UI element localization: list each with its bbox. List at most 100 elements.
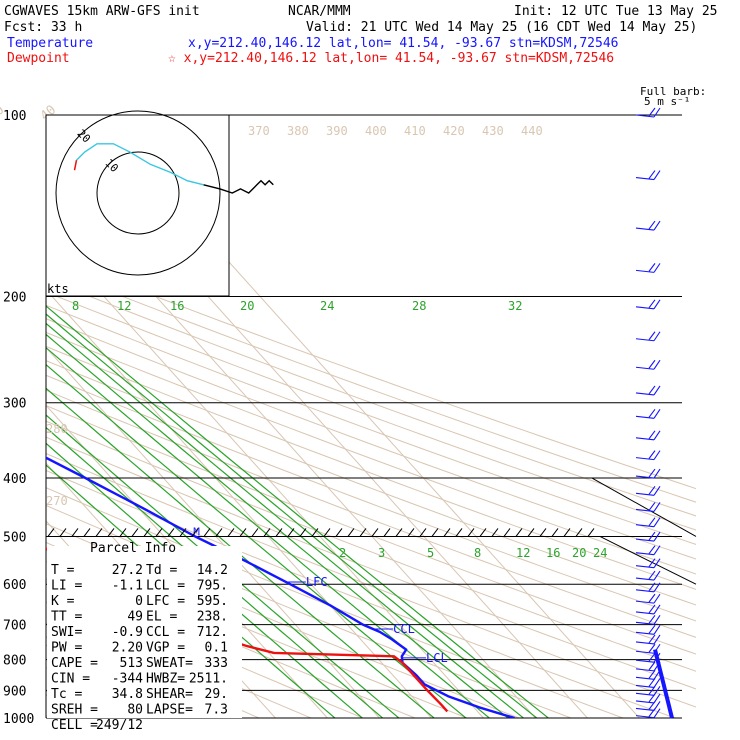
level-hatch xyxy=(527,528,535,537)
sounding-profiles xyxy=(46,456,515,718)
level-hatch xyxy=(443,528,451,537)
pressure-tick-label: 900 xyxy=(3,684,26,699)
legend-temperature-info: x,y=212.40,146.12 lat,lon= 41.54, -93.67… xyxy=(188,36,618,51)
wind-barb-flag xyxy=(648,652,656,662)
parcel-info-value: 712. xyxy=(197,625,228,640)
theta-label: 280 xyxy=(46,422,68,436)
wind-barb-flag xyxy=(648,693,656,703)
dry-adiabat-line xyxy=(46,374,696,622)
level-hatch xyxy=(251,528,259,537)
hodograph-ring xyxy=(55,110,221,276)
wind-barb-flag xyxy=(648,582,656,592)
wind-barb-staff xyxy=(635,707,655,711)
mixing-ratio-label: 8 xyxy=(474,546,481,560)
annotation-label: CCL xyxy=(393,622,415,636)
wind-barb-flag xyxy=(653,570,661,581)
level-hatch xyxy=(371,528,379,537)
wind-barb-flag xyxy=(653,299,661,310)
dry-adiabat-line xyxy=(46,291,696,531)
dry-adiabat-line xyxy=(46,580,364,718)
level-hatch xyxy=(515,528,523,537)
wind-barb-flag xyxy=(648,604,656,614)
level-hatch xyxy=(359,528,367,537)
level-hatch xyxy=(59,528,67,537)
dry-adiabat-line xyxy=(46,561,416,718)
wind-barb-staff xyxy=(635,306,655,310)
wind-barb-staff xyxy=(635,659,655,663)
header-fcst: Fcst: 33 h xyxy=(4,20,82,35)
pressure-tick-label: 600 xyxy=(3,578,26,593)
pressure-tick-label: 500 xyxy=(3,530,26,545)
parcel-info-key: LAPSE= xyxy=(146,703,193,718)
parcel-info-key: LCL = xyxy=(146,579,185,594)
wind-barb-flag xyxy=(653,502,661,512)
mixing-ratio-label: 28 xyxy=(412,299,426,313)
parcel-info-key: CAPE = xyxy=(51,656,98,671)
parcel-info-value: 795. xyxy=(197,579,228,594)
wind-barb-staff xyxy=(635,565,655,569)
wind-barb-flag xyxy=(653,385,661,396)
theta-label: 400 xyxy=(365,124,387,138)
parcel-info-value: 34.8 xyxy=(112,687,143,702)
parcel-info-value: 0.1 xyxy=(205,641,228,656)
parcel-info-value: 595. xyxy=(197,594,228,609)
parcel-info-key: CELL = xyxy=(51,718,98,733)
wind-barb-staff xyxy=(635,475,655,479)
level-hatch xyxy=(503,528,511,537)
mixing-ratio-label: 8 xyxy=(72,299,79,313)
dry-adiabat-line xyxy=(46,420,696,672)
wind-barb-staff xyxy=(635,621,655,625)
wind-barb-staff xyxy=(635,631,655,635)
wind-barb-flag xyxy=(648,485,656,495)
level-hatch xyxy=(167,528,175,537)
level-hatch xyxy=(47,528,55,537)
level-hatch xyxy=(551,528,559,537)
dry-adiabat-line xyxy=(46,318,696,560)
wind-barb-flag xyxy=(653,517,661,528)
wind-barb-flag xyxy=(653,634,661,645)
wind-barb-staff xyxy=(635,668,655,672)
wind-barb-flag xyxy=(648,593,656,603)
parcel-info-value: 249/12 xyxy=(96,718,143,733)
level-hatch xyxy=(467,528,475,537)
wind-barb-flag xyxy=(653,263,661,273)
wind-barb-flag xyxy=(653,107,661,118)
wind-barb-flag xyxy=(653,582,661,593)
level-hatch xyxy=(491,528,499,537)
level-hatch xyxy=(563,528,571,537)
level-hatch xyxy=(179,528,187,537)
wind-barb-flag xyxy=(648,502,656,511)
wind-barb-flag xyxy=(648,107,656,117)
legend-temperature-label: Temperature xyxy=(7,36,93,51)
wind-barb-flag xyxy=(653,615,661,625)
parcel-info-title: Parcel Info xyxy=(90,541,176,556)
wind-barb-flag xyxy=(648,661,656,671)
level-hatch xyxy=(227,528,235,537)
theta-label: 370 xyxy=(248,124,270,138)
level-hatch xyxy=(335,528,343,537)
level-hatch xyxy=(263,528,271,537)
wind-barb-staff xyxy=(635,641,655,645)
level-hatch xyxy=(539,528,547,537)
theta-label: 270 xyxy=(46,494,68,508)
wind-barb-staff xyxy=(635,508,655,513)
theta-label: 440 xyxy=(521,124,543,138)
parcel-info-box: Parcel Info T = 27.2 Td = 14.2 LI = -1.1 LCL = 7… xyxy=(47,541,242,733)
parcel-info-key: VGP = xyxy=(146,641,185,656)
parcel-info-key: TT = xyxy=(51,610,82,625)
level-hatch xyxy=(299,528,307,537)
wind-barb-flag xyxy=(648,701,656,710)
annotation-label: LCL xyxy=(426,651,448,665)
wind-barb-flag xyxy=(648,634,656,644)
parcel-info-key: LI = xyxy=(51,579,82,594)
parcel-info-key: SHEAR= xyxy=(146,687,193,702)
wind-barb-flag xyxy=(648,558,656,568)
level-hatch xyxy=(311,528,319,537)
parcel-info-background xyxy=(47,546,242,718)
frame-diagonal xyxy=(591,477,697,537)
wind-barb-flag xyxy=(653,485,661,496)
wind-barb-flag xyxy=(648,220,656,230)
parcel-info-key: CCL = xyxy=(146,625,185,640)
